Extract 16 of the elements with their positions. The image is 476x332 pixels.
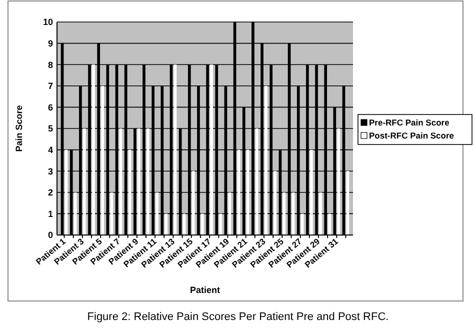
y-tick-label: 7 xyxy=(48,81,53,92)
x-axis-title: Patient xyxy=(190,285,220,295)
y-tick-label: 10 xyxy=(42,17,53,28)
y-tick-label: 6 xyxy=(48,102,53,112)
y-tick-label: 1 xyxy=(48,208,53,219)
y-tick-label: 4 xyxy=(48,144,53,155)
y-tick-label: 0 xyxy=(48,230,53,240)
caption: Figure 2: Relative Pain Scores Per Patient Pre and Post RFC. xyxy=(87,311,389,323)
y-tick-label: 2 xyxy=(48,188,53,198)
y-tick-label: 8 xyxy=(48,60,53,70)
y-tick-label: 3 xyxy=(48,166,53,176)
y-tick-label: 9 xyxy=(48,38,53,48)
legend-label: Post-RFC Pain Score xyxy=(369,130,454,140)
y-axis-title: Pain Score xyxy=(14,105,24,152)
legend-label: Pre-RFC Pain Score xyxy=(369,117,450,128)
y-tick-label: 5 xyxy=(48,124,53,134)
